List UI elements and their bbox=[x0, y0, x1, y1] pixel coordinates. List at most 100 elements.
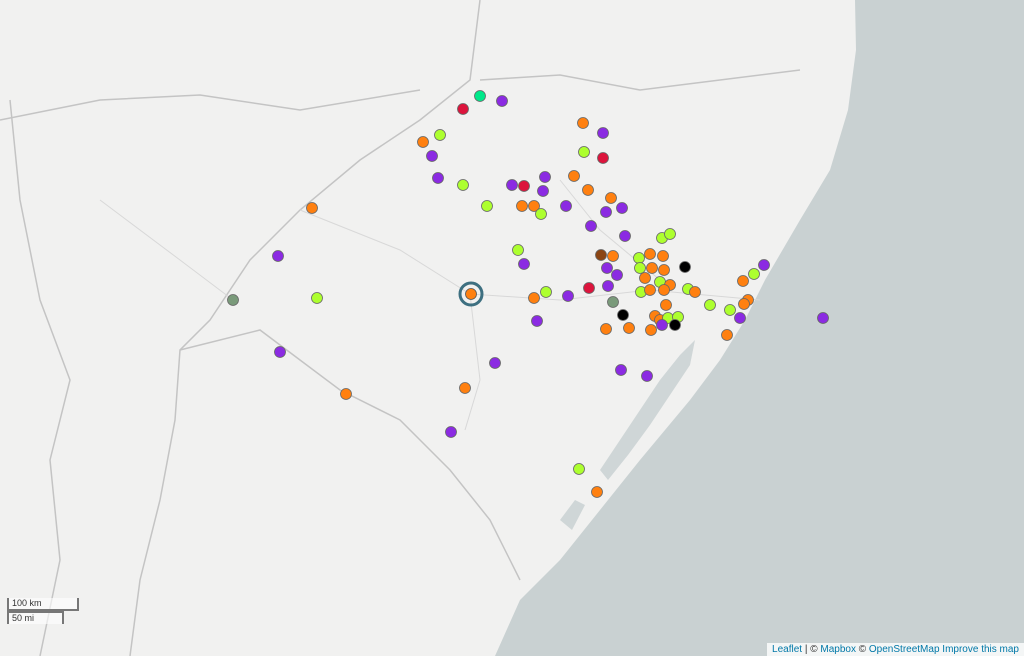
osm-link[interactable]: OpenStreetMap bbox=[868, 644, 940, 655]
map-marker[interactable] bbox=[704, 299, 716, 311]
map-marker[interactable] bbox=[506, 179, 518, 191]
map-marker[interactable] bbox=[641, 370, 653, 382]
map-marker[interactable] bbox=[600, 323, 612, 335]
leaflet-link[interactable]: Leaflet bbox=[772, 644, 803, 655]
map-marker[interactable] bbox=[615, 364, 627, 376]
map-marker[interactable] bbox=[669, 319, 681, 331]
map-marker[interactable] bbox=[582, 184, 594, 196]
map-marker[interactable] bbox=[583, 282, 595, 294]
map-marker[interactable] bbox=[528, 200, 540, 212]
map-marker[interactable] bbox=[562, 290, 574, 302]
map-marker[interactable] bbox=[758, 259, 770, 271]
map-marker[interactable] bbox=[595, 249, 607, 261]
map-marker[interactable] bbox=[591, 486, 603, 498]
map-marker[interactable] bbox=[528, 292, 540, 304]
map-marker[interactable] bbox=[516, 200, 528, 212]
map-marker[interactable] bbox=[623, 322, 635, 334]
map-marker[interactable] bbox=[568, 170, 580, 182]
map-marker[interactable] bbox=[639, 272, 651, 284]
map-marker[interactable] bbox=[274, 346, 286, 358]
map-marker[interactable] bbox=[658, 264, 670, 276]
map-marker[interactable] bbox=[537, 185, 549, 197]
attribution: Leaflet | © Mapbox © OpenStreetMap Impro… bbox=[767, 643, 1024, 656]
lagoon bbox=[600, 340, 695, 480]
map-marker[interactable] bbox=[573, 463, 585, 475]
map-marker[interactable] bbox=[306, 202, 318, 214]
map-marker[interactable] bbox=[340, 388, 352, 400]
map-marker[interactable] bbox=[272, 250, 284, 262]
map-marker[interactable] bbox=[496, 95, 508, 107]
map-marker[interactable] bbox=[602, 280, 614, 292]
map-marker[interactable] bbox=[539, 171, 551, 183]
map-marker[interactable] bbox=[445, 426, 457, 438]
scale-mi: 50 mi bbox=[7, 611, 64, 624]
map-marker[interactable] bbox=[605, 192, 617, 204]
mapbox-link[interactable]: Mapbox bbox=[820, 644, 856, 655]
selected-marker[interactable] bbox=[465, 288, 477, 300]
lagoon bbox=[560, 500, 585, 530]
map-marker[interactable] bbox=[817, 312, 829, 324]
copyright: © bbox=[858, 644, 867, 655]
map-marker[interactable] bbox=[616, 202, 628, 214]
scale-km: 100 km bbox=[7, 598, 79, 611]
map-marker[interactable] bbox=[738, 298, 750, 310]
map-marker[interactable] bbox=[601, 262, 613, 274]
map-marker[interactable] bbox=[644, 284, 656, 296]
map-marker[interactable] bbox=[518, 180, 530, 192]
map-marker[interactable] bbox=[531, 315, 543, 327]
map-marker[interactable] bbox=[660, 299, 672, 311]
map-marker[interactable] bbox=[607, 250, 619, 262]
improve-link[interactable]: Improve this map bbox=[942, 644, 1019, 655]
map-marker[interactable] bbox=[426, 150, 438, 162]
map-marker[interactable] bbox=[724, 304, 736, 316]
map-marker[interactable] bbox=[734, 312, 746, 324]
map-marker[interactable] bbox=[459, 382, 471, 394]
map-marker[interactable] bbox=[619, 230, 631, 242]
map-marker[interactable] bbox=[664, 228, 676, 240]
map-marker[interactable] bbox=[585, 220, 597, 232]
map-marker[interactable] bbox=[457, 179, 469, 191]
selected-ring bbox=[458, 281, 484, 307]
map-marker[interactable] bbox=[645, 324, 657, 336]
map-marker[interactable] bbox=[658, 284, 670, 296]
map-marker[interactable] bbox=[518, 258, 530, 270]
map-marker[interactable] bbox=[311, 292, 323, 304]
map-marker[interactable] bbox=[721, 329, 733, 341]
separator: | © bbox=[804, 644, 818, 655]
map-marker[interactable] bbox=[434, 129, 446, 141]
map-marker[interactable] bbox=[489, 357, 501, 369]
map-marker[interactable] bbox=[657, 250, 669, 262]
map-marker[interactable] bbox=[656, 319, 668, 331]
map-marker[interactable] bbox=[560, 200, 572, 212]
map-marker[interactable] bbox=[600, 206, 612, 218]
map-marker[interactable] bbox=[432, 172, 444, 184]
map-marker[interactable] bbox=[748, 268, 760, 280]
map-marker[interactable] bbox=[634, 262, 646, 274]
map-marker[interactable] bbox=[737, 275, 749, 287]
map-marker[interactable] bbox=[227, 294, 239, 306]
map-marker[interactable] bbox=[689, 286, 701, 298]
map-marker[interactable] bbox=[474, 90, 486, 102]
map-marker[interactable] bbox=[679, 261, 691, 273]
map-marker[interactable] bbox=[540, 286, 552, 298]
map-marker[interactable] bbox=[611, 269, 623, 281]
map-marker[interactable] bbox=[417, 136, 429, 148]
map-marker[interactable] bbox=[597, 152, 609, 164]
map-marker[interactable] bbox=[578, 146, 590, 158]
map-marker[interactable] bbox=[607, 296, 619, 308]
markers bbox=[227, 90, 829, 498]
borders bbox=[0, 0, 801, 656]
map-marker[interactable] bbox=[646, 262, 658, 274]
map-marker[interactable] bbox=[633, 252, 645, 264]
sea bbox=[495, 0, 1024, 656]
map-marker[interactable] bbox=[512, 244, 524, 256]
map-marker[interactable] bbox=[644, 248, 656, 260]
map-marker[interactable] bbox=[617, 309, 629, 321]
map-marker[interactable] bbox=[597, 127, 609, 139]
map-marker[interactable] bbox=[535, 208, 547, 220]
map-marker[interactable] bbox=[577, 117, 589, 129]
map-marker[interactable] bbox=[481, 200, 493, 212]
map-marker[interactable] bbox=[457, 103, 469, 115]
